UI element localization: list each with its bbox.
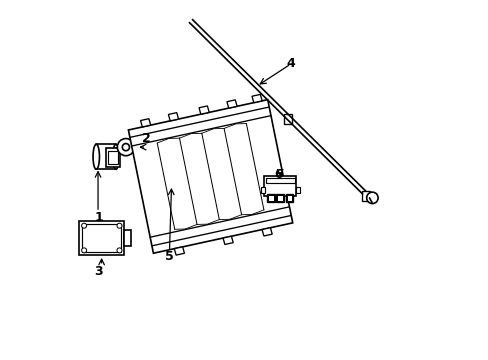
Bar	[361, 192, 369, 202]
Polygon shape	[140, 119, 150, 127]
Polygon shape	[168, 113, 178, 121]
Text: 6: 6	[274, 168, 282, 181]
Text: 4: 4	[286, 57, 295, 71]
Circle shape	[81, 223, 86, 228]
Polygon shape	[251, 94, 262, 103]
Text: 5: 5	[165, 250, 174, 263]
Bar	[286, 195, 292, 201]
Bar	[285, 194, 293, 202]
Bar	[80, 221, 124, 255]
Bar	[277, 195, 283, 201]
Bar	[276, 194, 284, 202]
Bar	[267, 195, 273, 201]
Circle shape	[117, 139, 134, 156]
Bar	[266, 194, 274, 202]
Bar	[82, 224, 121, 252]
Polygon shape	[223, 236, 233, 244]
Bar	[264, 176, 296, 196]
Polygon shape	[226, 100, 237, 108]
Polygon shape	[128, 100, 292, 253]
Ellipse shape	[112, 144, 119, 169]
Circle shape	[117, 223, 122, 228]
Circle shape	[366, 192, 377, 203]
Bar	[296, 187, 299, 193]
Circle shape	[122, 144, 129, 151]
Bar	[108, 152, 117, 164]
Bar	[106, 148, 120, 167]
Bar	[265, 178, 294, 183]
Polygon shape	[199, 106, 209, 114]
Polygon shape	[262, 228, 272, 236]
Text: 1: 1	[94, 211, 103, 224]
Bar	[283, 114, 291, 124]
Circle shape	[81, 248, 86, 253]
Bar	[261, 187, 264, 193]
Ellipse shape	[93, 144, 99, 169]
Bar	[124, 230, 130, 246]
Circle shape	[117, 248, 122, 253]
Polygon shape	[174, 247, 184, 255]
Text: 2: 2	[142, 132, 150, 145]
Text: 3: 3	[94, 265, 103, 278]
